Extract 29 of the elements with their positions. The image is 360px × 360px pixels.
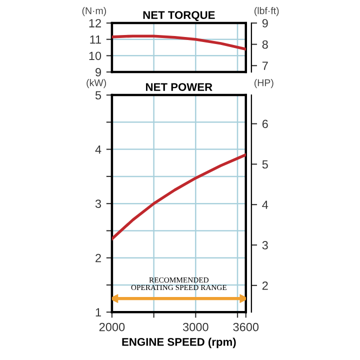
y2-axis-title: (lbf·ft) [254,7,279,16]
x-tick-label: 2000 [99,322,125,332]
line-series [112,34,246,51]
y-tick-label: 11 [90,36,101,44]
y-tick-label: 2 [96,254,101,262]
x-tick-label: 3000 [182,322,208,332]
y2-axis-title: (HP) [254,79,274,88]
y-tick-label: 10 [89,52,102,60]
y2-tick-label: 9 [262,19,268,28]
line-series [112,153,246,240]
y2-tick-label: 8 [262,40,268,49]
chart-title: NET TORQUE [143,11,215,22]
y-axis-title: (N·m) [82,7,106,16]
y-tick-label: 5 [95,91,102,100]
chart-title: NET POWER [146,83,212,91]
y2-tick-label: 7 [262,62,268,70]
y2-tick-label: 5 [262,160,268,169]
y-tick-label: 1 [96,308,101,316]
y2-tick-label: 6 [262,120,268,128]
y-axis-title: (kW) [86,79,106,88]
y2-tick-label: 2 [262,281,268,290]
y-tick-label: 12 [89,19,101,28]
x-tick-label: 3600 [233,322,259,332]
x-axis-title: ENGINE SPEED (rpm) [122,338,236,348]
y-tick-label: 9 [96,68,101,76]
y-tick-label: 3 [95,200,102,208]
y-tick-label: 4 [95,145,102,154]
y2-tick-label: 3 [262,241,268,250]
y2-tick-label: 4 [262,200,268,209]
